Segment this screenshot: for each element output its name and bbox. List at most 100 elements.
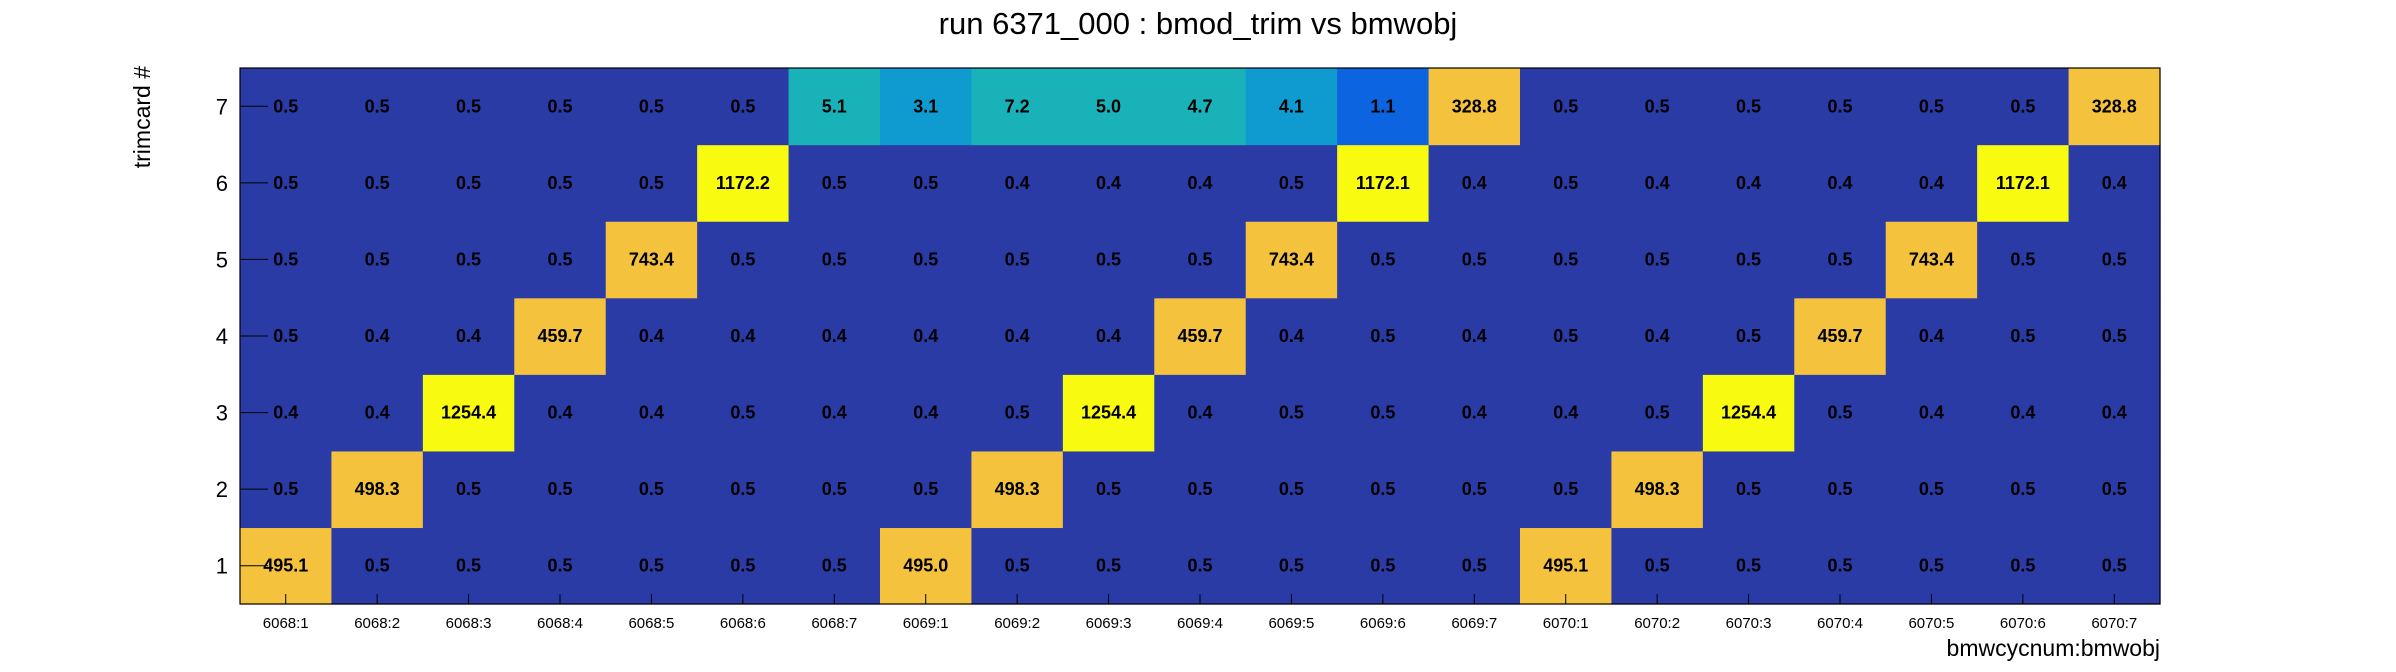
x-tick-label: 6070:3 (1726, 615, 1772, 632)
heatmap-cell (971, 297, 1064, 375)
cell-value-label: 0.4 (1462, 403, 1487, 423)
cell-value-label: 0.5 (456, 479, 481, 499)
cell-value-label: 0.5 (1553, 479, 1578, 499)
cell-value-label: 1172.1 (1996, 173, 2050, 193)
cell-value-label: 495.1 (263, 556, 308, 576)
cell-value-label: 0.4 (1919, 326, 1944, 346)
cell-value-label: 0.5 (1827, 403, 1852, 423)
cell-value-label: 0.4 (1645, 326, 1670, 346)
y-tick-label: 5 (216, 247, 228, 272)
heatmap-cell (1154, 374, 1247, 452)
cell-value-label: 0.4 (2102, 173, 2127, 193)
heatmap-cell (1885, 221, 1978, 299)
heatmap-cell (1977, 450, 2070, 529)
cell-value-label: 0.5 (547, 173, 572, 193)
x-tick-label: 6070:5 (1908, 615, 1954, 632)
heatmap-cell (605, 374, 698, 452)
cell-value-label: 0.5 (1645, 96, 1670, 116)
heatmap-cell (2068, 144, 2161, 222)
cell-value-label: 0.4 (273, 403, 298, 423)
heatmap-cell (880, 527, 973, 605)
heatmap-cell (331, 374, 424, 452)
x-tick-label: 6068:5 (628, 615, 674, 632)
x-tick-label: 6068:4 (537, 615, 583, 632)
cell-value-label: 0.5 (822, 556, 847, 576)
heatmap-cell (1977, 68, 2070, 146)
cell-value-label: 0.5 (639, 556, 664, 576)
cell-value-label: 0.5 (639, 173, 664, 193)
cell-value-label: 0.5 (1736, 326, 1761, 346)
heatmap-cell (1245, 68, 1338, 146)
cell-value-label: 0.5 (1096, 249, 1121, 269)
heatmap-cell (1062, 297, 1155, 375)
heatmap-cell (1520, 221, 1613, 299)
cell-value-label: 0.5 (456, 249, 481, 269)
heatmap-cell (697, 297, 790, 375)
heatmap-cell (605, 527, 698, 605)
cell-value-label: 0.4 (1827, 173, 1852, 193)
cell-value-label: 0.5 (639, 479, 664, 499)
cell-value-label: 0.5 (730, 96, 755, 116)
cell-value-label: 0.5 (1736, 249, 1761, 269)
heatmap-cell (880, 68, 973, 146)
heatmap-cell (1520, 527, 1613, 605)
cell-value-label: 0.5 (273, 249, 298, 269)
heatmap-cell (1702, 527, 1795, 605)
heatmap-cell (331, 144, 424, 222)
x-tick-label: 6070:1 (1543, 615, 1589, 632)
heatmap-cell (1977, 527, 2070, 605)
heatmap-cell (1794, 221, 1887, 299)
cell-value-label: 0.5 (730, 556, 755, 576)
cell-value-label: 5.0 (1096, 96, 1121, 116)
chart-title: run 6371_000 : bmod_trim vs bmwobj (939, 6, 1458, 41)
heatmap-cell (1702, 297, 1795, 375)
x-tick-label: 6069:3 (1086, 615, 1132, 632)
x-tick-label: 6070:2 (1634, 615, 1680, 632)
heatmap-cell (1977, 144, 2070, 222)
x-tick-label: 6070:7 (2091, 615, 2137, 632)
cell-value-label: 743.4 (629, 249, 674, 269)
heatmap-cell (605, 297, 698, 375)
heatmap-cell (971, 450, 1064, 529)
heatmap-cell (1977, 221, 2070, 299)
heatmap-cell (1794, 374, 1887, 452)
heatmap-cell (1885, 297, 1978, 375)
x-tick-label: 6069:1 (903, 615, 949, 632)
heatmap-cell (880, 221, 973, 299)
cell-value-label: 0.4 (913, 403, 938, 423)
heatmap-cell (1062, 144, 1155, 222)
cell-value-label: 0.5 (1462, 249, 1487, 269)
cell-value-label: 0.5 (365, 173, 390, 193)
cell-value-label: 0.5 (1645, 556, 1670, 576)
cell-value-label: 0.5 (365, 556, 390, 576)
cell-value-label: 0.5 (1645, 403, 1670, 423)
cell-value-label: 0.4 (1736, 173, 1761, 193)
cell-value-label: 0.5 (730, 249, 755, 269)
heatmap-cell (1337, 144, 1430, 222)
heatmap-cell (422, 144, 515, 222)
heatmap-cell (1794, 68, 1887, 146)
cell-value-label: 0.5 (1645, 249, 1670, 269)
heatmap-cell (514, 297, 607, 375)
cell-value-label: 0.4 (2102, 403, 2127, 423)
cell-value-label: 0.5 (2010, 249, 2035, 269)
cell-value-label: 0.4 (822, 326, 847, 346)
cell-value-label: 3.1 (913, 96, 938, 116)
cell-value-label: 0.5 (1279, 556, 1304, 576)
heatmap-cell (1428, 297, 1521, 375)
y-tick-label: 3 (216, 401, 228, 426)
heatmap-cell (422, 68, 515, 146)
y-tick-label: 2 (216, 477, 228, 502)
x-tick-label: 6069:6 (1360, 615, 1406, 632)
cell-value-label: 0.5 (822, 173, 847, 193)
x-tick-label: 6069:7 (1451, 615, 1497, 632)
cell-value-label: 0.5 (1370, 479, 1395, 499)
heatmap-cell (514, 144, 607, 222)
cell-value-label: 0.4 (822, 403, 847, 423)
heatmap-cell (1977, 374, 2070, 452)
heatmap-cell (971, 374, 1064, 452)
cell-value-label: 0.5 (1279, 403, 1304, 423)
heatmap-cell (331, 450, 424, 529)
